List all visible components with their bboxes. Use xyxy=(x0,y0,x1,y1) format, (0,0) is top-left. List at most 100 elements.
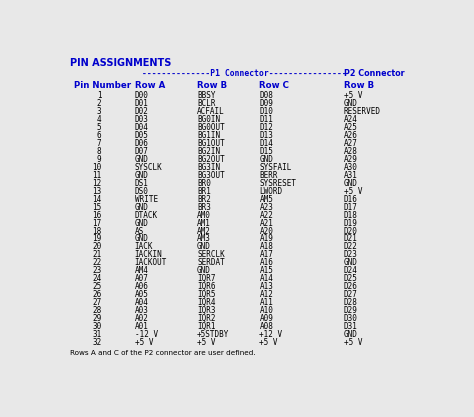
Text: IQR5: IQR5 xyxy=(197,290,216,299)
Text: 3: 3 xyxy=(97,107,101,116)
Text: 27: 27 xyxy=(92,298,101,307)
Text: BCLR: BCLR xyxy=(197,99,216,108)
Text: 9: 9 xyxy=(97,155,101,164)
Text: D06: D06 xyxy=(135,139,148,148)
Text: AS: AS xyxy=(135,226,144,236)
Text: 4: 4 xyxy=(97,115,101,124)
Text: D17: D17 xyxy=(344,203,358,211)
Text: 23: 23 xyxy=(92,266,101,275)
Text: GND: GND xyxy=(135,171,148,180)
Text: D00: D00 xyxy=(135,91,148,100)
Text: A03: A03 xyxy=(135,306,148,315)
Text: 20: 20 xyxy=(92,242,101,251)
Text: 19: 19 xyxy=(92,234,101,244)
Text: PIN ASSIGNMENTS: PIN ASSIGNMENTS xyxy=(70,58,172,68)
Text: 12: 12 xyxy=(92,179,101,188)
Text: IQR1: IQR1 xyxy=(197,322,216,331)
Text: GND: GND xyxy=(344,330,358,339)
Text: 17: 17 xyxy=(92,219,101,228)
Text: 26: 26 xyxy=(92,290,101,299)
Text: D05: D05 xyxy=(135,131,148,140)
Text: D15: D15 xyxy=(259,147,273,156)
Text: 6: 6 xyxy=(97,131,101,140)
Text: 8: 8 xyxy=(97,147,101,156)
Text: D27: D27 xyxy=(344,290,358,299)
Text: D13: D13 xyxy=(259,131,273,140)
Text: D28: D28 xyxy=(344,298,358,307)
Text: D01: D01 xyxy=(135,99,148,108)
Text: BR1: BR1 xyxy=(197,187,211,196)
Text: A06: A06 xyxy=(135,282,148,291)
Text: 13: 13 xyxy=(92,187,101,196)
Text: D18: D18 xyxy=(344,211,358,220)
Text: A08: A08 xyxy=(259,322,273,331)
Text: D11: D11 xyxy=(259,115,273,124)
Text: BBSY: BBSY xyxy=(197,91,216,100)
Text: Row B: Row B xyxy=(344,80,374,90)
Text: +5 V: +5 V xyxy=(135,338,153,347)
Text: 24: 24 xyxy=(92,274,101,283)
Text: GND: GND xyxy=(197,266,211,275)
Text: D22: D22 xyxy=(344,242,358,251)
Text: D31: D31 xyxy=(344,322,358,331)
Text: GND: GND xyxy=(135,234,148,244)
Text: BERR: BERR xyxy=(259,171,278,180)
Text: A12: A12 xyxy=(259,290,273,299)
Text: SYSCLK: SYSCLK xyxy=(135,163,162,172)
Text: D14: D14 xyxy=(259,139,273,148)
Text: GND: GND xyxy=(344,179,358,188)
Text: D23: D23 xyxy=(344,250,358,259)
Text: D16: D16 xyxy=(344,195,358,203)
Text: ACFAIL: ACFAIL xyxy=(197,107,225,116)
Text: +5STDBY: +5STDBY xyxy=(197,330,229,339)
Text: AM2: AM2 xyxy=(197,226,211,236)
Text: BR3: BR3 xyxy=(197,203,211,211)
Text: A29: A29 xyxy=(344,155,358,164)
Text: 14: 14 xyxy=(92,195,101,203)
Text: BG0IN: BG0IN xyxy=(197,115,220,124)
Text: --------------P1 Connector----------------: --------------P1 Connector--------------… xyxy=(142,69,346,78)
Text: A10: A10 xyxy=(259,306,273,315)
Text: A09: A09 xyxy=(259,314,273,323)
Text: +5 V: +5 V xyxy=(344,338,363,347)
Text: D20: D20 xyxy=(344,226,358,236)
Text: A27: A27 xyxy=(344,139,358,148)
Text: 25: 25 xyxy=(92,282,101,291)
Text: D09: D09 xyxy=(259,99,273,108)
Text: GND: GND xyxy=(344,259,358,267)
Text: WRITE: WRITE xyxy=(135,195,158,203)
Text: Row C: Row C xyxy=(259,80,289,90)
Text: A14: A14 xyxy=(259,274,273,283)
Text: 16: 16 xyxy=(92,211,101,220)
Text: 21: 21 xyxy=(92,250,101,259)
Text: +5 V: +5 V xyxy=(197,338,216,347)
Text: 7: 7 xyxy=(97,139,101,148)
Text: AM3: AM3 xyxy=(197,234,211,244)
Text: A31: A31 xyxy=(344,171,358,180)
Text: D08: D08 xyxy=(259,91,273,100)
Text: IQR6: IQR6 xyxy=(197,282,216,291)
Text: +5 V: +5 V xyxy=(259,338,278,347)
Text: D04: D04 xyxy=(135,123,148,132)
Text: 31: 31 xyxy=(92,330,101,339)
Text: GND: GND xyxy=(344,99,358,108)
Text: A07: A07 xyxy=(135,274,148,283)
Text: D24: D24 xyxy=(344,266,358,275)
Text: SERCLK: SERCLK xyxy=(197,250,225,259)
Text: 11: 11 xyxy=(92,171,101,180)
Text: +5 V: +5 V xyxy=(344,187,363,196)
Text: A04: A04 xyxy=(135,298,148,307)
Text: 5: 5 xyxy=(97,123,101,132)
Text: IQR2: IQR2 xyxy=(197,314,216,323)
Text: A24: A24 xyxy=(344,115,358,124)
Text: SYSFAIL: SYSFAIL xyxy=(259,163,292,172)
Text: BR0: BR0 xyxy=(197,179,211,188)
Text: D19: D19 xyxy=(344,219,358,228)
Text: IACKIN: IACKIN xyxy=(135,250,162,259)
Text: 15: 15 xyxy=(92,203,101,211)
Text: IACK: IACK xyxy=(135,242,153,251)
Text: +12 V: +12 V xyxy=(259,330,283,339)
Text: A15: A15 xyxy=(259,266,273,275)
Text: 22: 22 xyxy=(92,259,101,267)
Text: 1: 1 xyxy=(97,91,101,100)
